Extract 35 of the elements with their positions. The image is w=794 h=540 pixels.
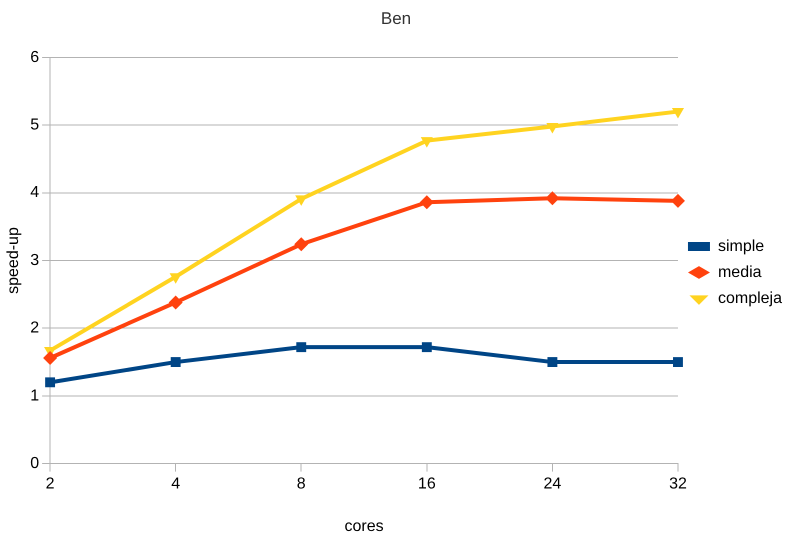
point [296,342,306,352]
point [545,191,560,206]
point [670,194,685,208]
y-axis-title: speed-up [5,227,22,294]
point [170,273,182,284]
x-axis-title: cores [344,518,384,535]
point [45,377,56,388]
legend-label: compleja [718,290,782,307]
x-tick-label: 32 [669,476,687,493]
x-tick-label: 4 [171,476,180,493]
x-tick-label: 8 [296,476,306,493]
x-tick-label: 24 [543,476,562,493]
y-tick-label: 5 [30,116,40,134]
point [672,108,684,119]
x-tick-label: 16 [418,476,436,493]
point [170,357,181,367]
point [420,195,434,210]
point [673,357,683,367]
y-tick-label: 2 [30,320,40,337]
point [547,357,558,367]
y-tick-label: 6 [30,48,40,66]
legend-label: media [718,264,762,281]
y-tick-label: 1 [30,387,40,404]
y-tick-label: 3 [30,252,40,269]
chart-title: Ben [380,8,412,28]
point [43,350,58,365]
point [168,295,183,310]
point [294,237,308,252]
legend-label: simple [718,238,764,255]
point [420,137,433,148]
x-tick-label: 2 [46,476,55,493]
y-tick-label: 4 [30,184,40,202]
y-tick-label: 0 [30,455,40,472]
point [546,122,558,134]
point [422,342,432,352]
